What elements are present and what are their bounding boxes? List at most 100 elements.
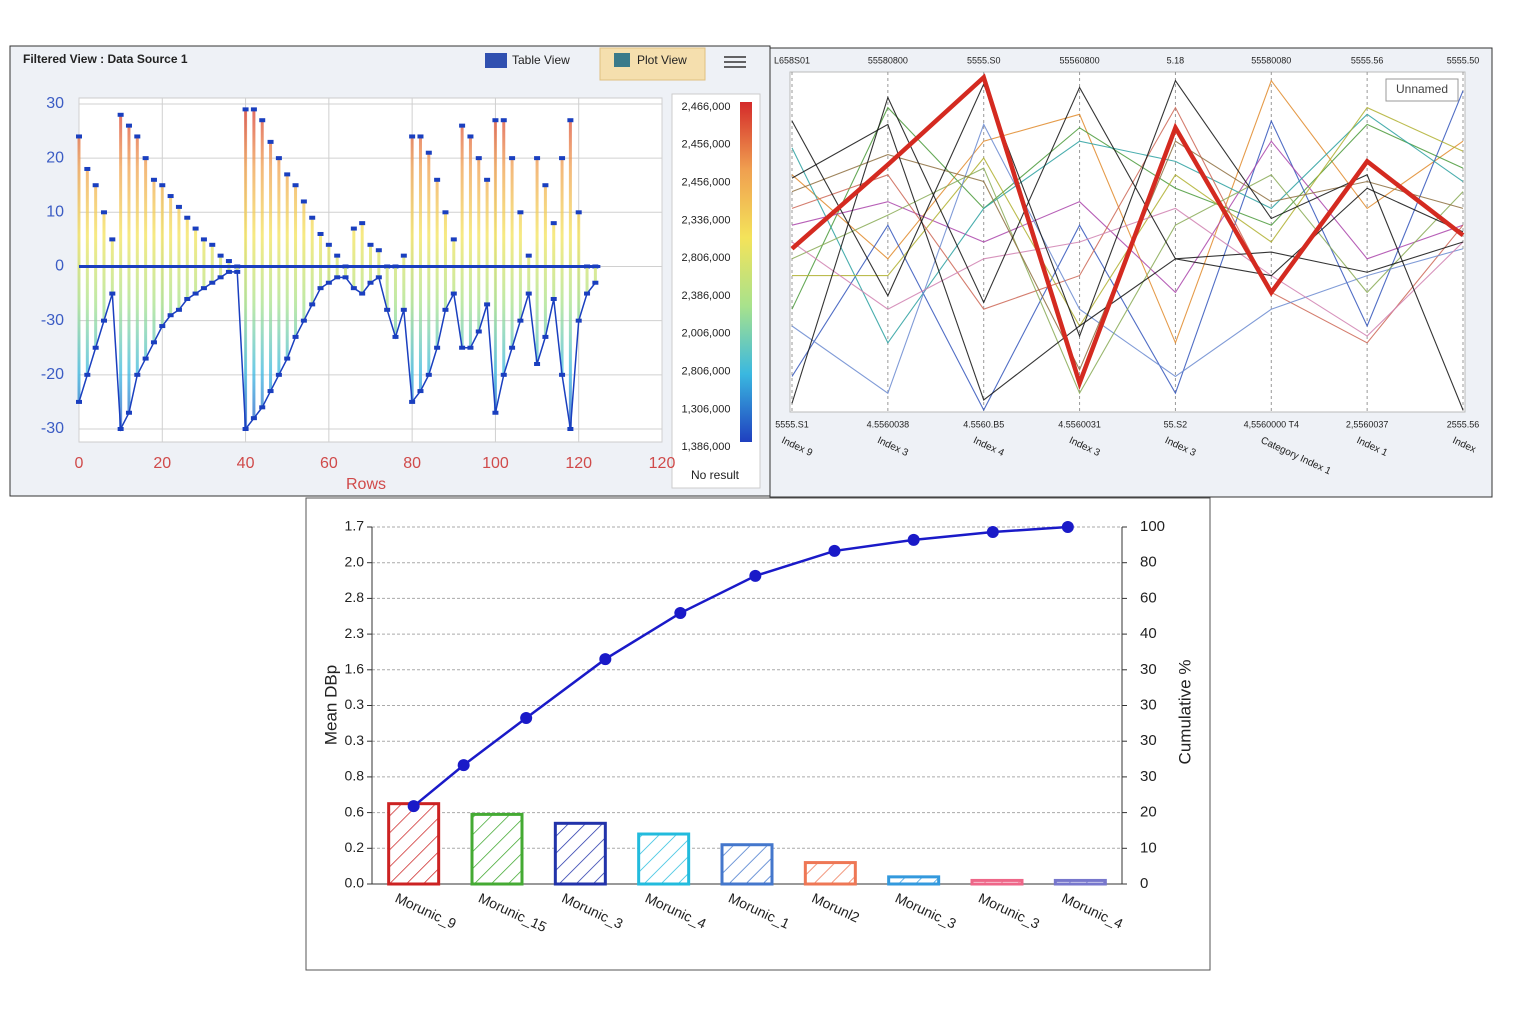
stem — [119, 114, 123, 267]
stem — [493, 266, 497, 413]
axis-top-label: 55560800 — [1060, 55, 1100, 65]
marker — [76, 134, 82, 139]
stem — [510, 158, 514, 267]
stem — [327, 244, 331, 267]
stem — [227, 261, 231, 267]
stem — [477, 158, 481, 267]
stem — [152, 179, 156, 267]
legend-box — [1385, 78, 1459, 102]
stem — [427, 266, 431, 375]
bar — [887, 875, 941, 886]
marker — [242, 107, 249, 112]
stem — [352, 228, 356, 267]
stem — [402, 255, 406, 267]
y-tick-label: -30 — [41, 312, 64, 329]
y-tick-label: 1.7 — [345, 518, 365, 534]
stem — [468, 266, 472, 348]
y-tick-label: 20 — [46, 149, 64, 166]
stem — [310, 217, 314, 267]
cumulative-point — [599, 653, 612, 666]
marker — [459, 123, 466, 128]
stem — [94, 185, 98, 267]
marker — [159, 183, 166, 188]
marker — [225, 259, 232, 264]
y2-tick-label: 20 — [1140, 804, 1157, 821]
stem — [452, 266, 456, 294]
marker — [467, 134, 474, 139]
stem — [310, 266, 314, 305]
bar — [803, 861, 857, 886]
colorbar-label: 2,386,000 — [682, 290, 731, 302]
marker — [217, 253, 224, 258]
menu-icon[interactable] — [724, 56, 746, 68]
stem — [285, 174, 289, 267]
stem — [244, 266, 248, 429]
marker — [434, 177, 441, 182]
y2-tick-label: 40 — [1140, 625, 1157, 642]
stem — [269, 266, 273, 392]
cumulative-point — [749, 569, 762, 582]
stem — [585, 266, 589, 294]
bar — [720, 843, 774, 886]
stem — [227, 266, 231, 272]
marker — [200, 237, 207, 242]
axis-top-label: 5555.50 — [1447, 55, 1480, 65]
stem — [369, 266, 372, 283]
stem — [160, 266, 164, 327]
colorbar-label: 2,806,000 — [682, 366, 731, 378]
y-tick-label: 0.3 — [345, 696, 365, 712]
y-tick-label: 30 — [46, 95, 64, 112]
x-axis-title: Rows — [346, 476, 386, 493]
axis-top-label: 5555.56 — [1351, 55, 1384, 65]
stem — [135, 266, 139, 375]
plot-area — [789, 71, 1466, 413]
x-tick-label: 20 — [153, 455, 171, 472]
y-tick-label: -20 — [41, 366, 64, 383]
stem — [369, 244, 372, 267]
marker — [350, 226, 357, 231]
table-icon[interactable] — [485, 53, 507, 68]
y2-tick-label: 30 — [1140, 696, 1157, 713]
series-line — [791, 106, 1464, 310]
stem — [85, 168, 89, 267]
bar — [1053, 878, 1107, 886]
axis-top-label: 55580800 — [868, 55, 908, 65]
marker — [142, 156, 149, 161]
series-line — [791, 123, 1464, 401]
stem — [377, 250, 381, 267]
stem — [269, 141, 273, 267]
y-tick-label: 0.2 — [345, 839, 365, 855]
marker — [134, 134, 141, 139]
stem — [319, 233, 323, 267]
stem — [219, 255, 223, 267]
plot-icon[interactable] — [614, 53, 630, 67]
axis-top-label: 5555.S0 — [967, 55, 1001, 65]
y-tick-label: 0.8 — [345, 768, 365, 784]
y-tick-label: 10 — [46, 204, 64, 221]
tab[interactable]: Plot View — [637, 53, 687, 67]
stem — [418, 136, 422, 267]
marker — [550, 221, 557, 226]
stem — [202, 239, 206, 267]
marker — [375, 248, 382, 253]
tab[interactable]: Table View — [512, 53, 570, 67]
bar — [387, 802, 441, 886]
stem — [252, 266, 256, 419]
stem — [85, 266, 89, 375]
stem — [427, 152, 431, 267]
marker — [359, 221, 366, 226]
axis-bottom-label: 4,5560000 T4 — [1244, 419, 1299, 429]
stem — [452, 239, 456, 267]
marker — [209, 242, 216, 247]
marker — [150, 177, 157, 182]
stem — [302, 201, 306, 267]
y-tick-label: 0.3 — [345, 732, 365, 748]
bar — [470, 812, 524, 886]
stem — [393, 266, 397, 337]
marker — [417, 134, 424, 139]
stem — [77, 266, 81, 402]
x-tick-label: 40 — [237, 455, 255, 472]
colorbar-label: 2,456,000 — [682, 177, 731, 189]
stem — [319, 266, 323, 289]
